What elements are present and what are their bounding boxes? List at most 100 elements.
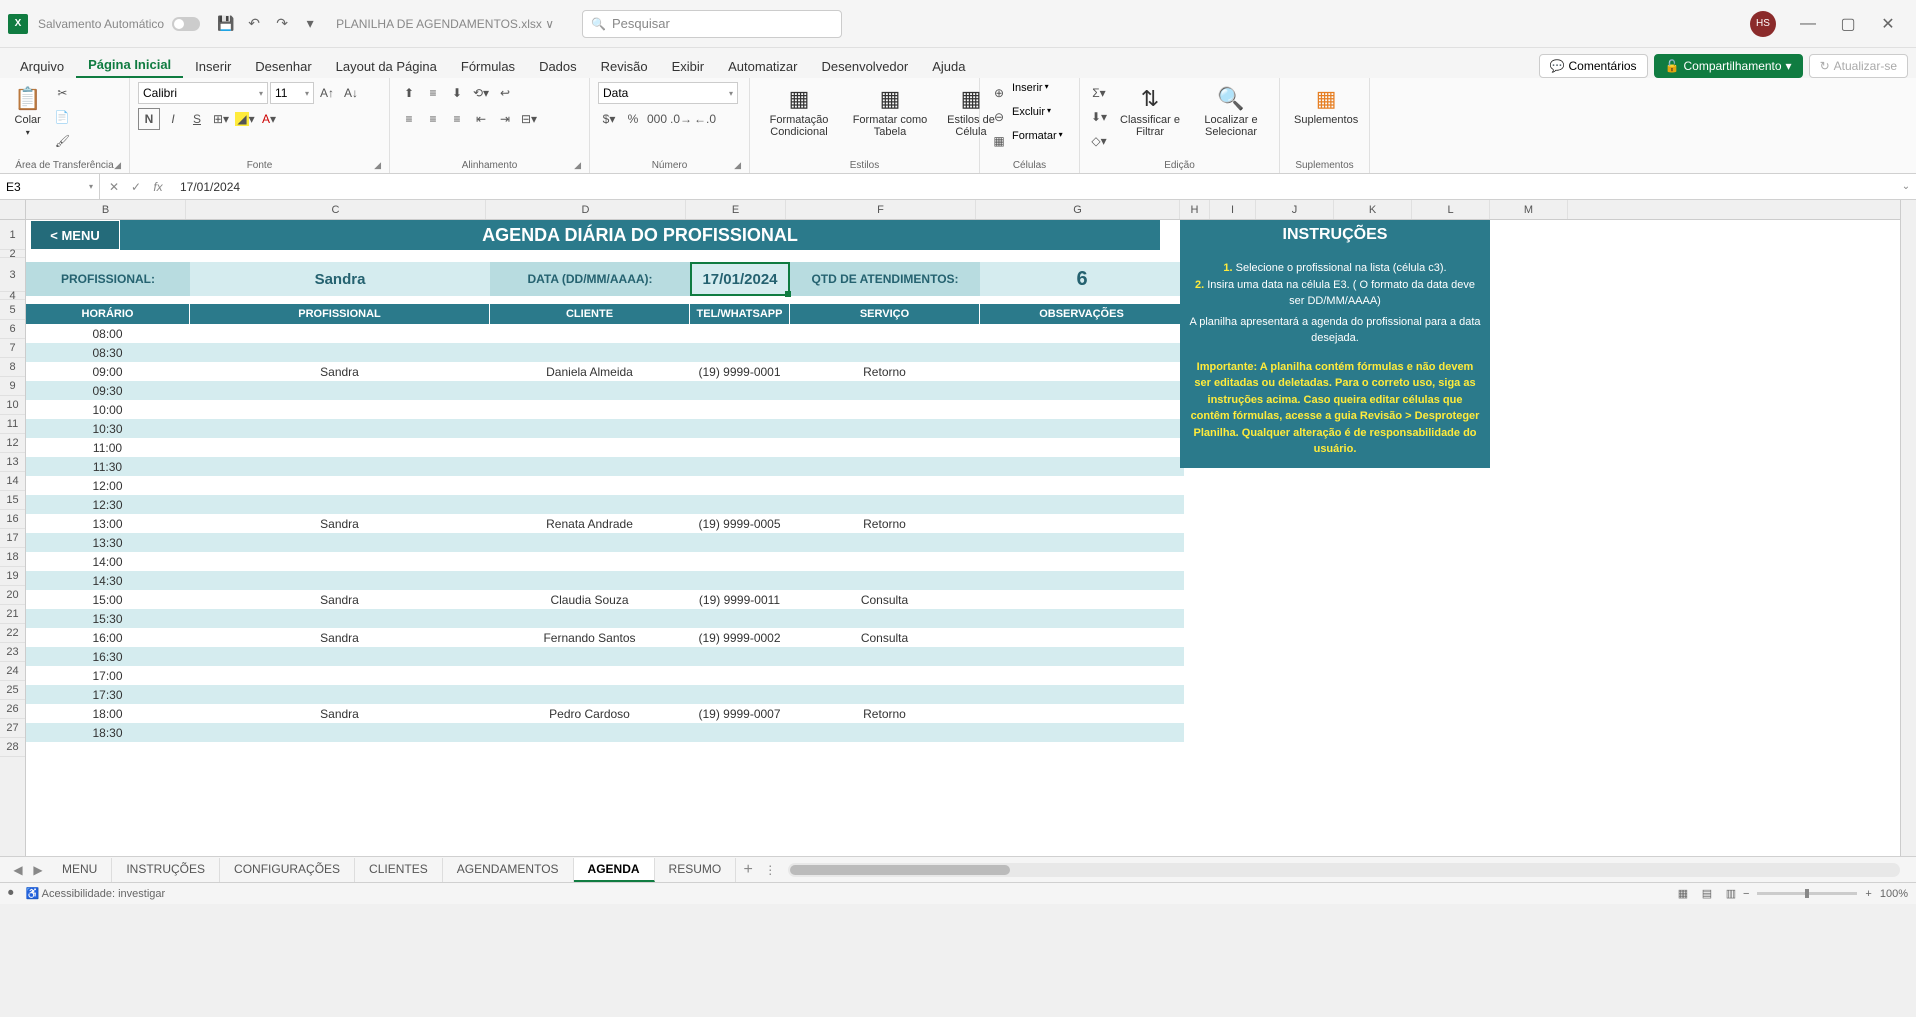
table-cell[interactable] [790,647,980,666]
table-cell[interactable] [190,552,490,571]
table-cell[interactable] [980,438,1184,457]
ribbon-tab-arquivo[interactable]: Arquivo [8,55,76,78]
table-row[interactable]: 10:30 [26,419,1184,438]
bold-icon[interactable]: N [138,108,160,130]
table-row[interactable]: 11:30 [26,457,1184,476]
table-cell[interactable] [980,628,1184,647]
align-left-icon[interactable]: ≡ [398,108,420,130]
ribbon-tab-dados[interactable]: Dados [527,55,589,78]
prof-value[interactable]: Sandra [190,262,490,296]
table-cell[interactable] [690,457,790,476]
table-cell[interactable]: 16:30 [26,647,190,666]
row-header[interactable]: 24 [0,662,25,681]
row-header[interactable]: 25 [0,681,25,700]
table-cell[interactable] [190,666,490,685]
ribbon-tab-automatizar[interactable]: Automatizar [716,55,809,78]
align-bottom-icon[interactable]: ⬇ [446,82,468,104]
column-header[interactable]: I [1210,200,1256,219]
table-cell[interactable]: (19) 9999-0005 [690,514,790,533]
table-cell[interactable] [490,400,690,419]
record-macro-icon[interactable]: ⏺ [8,887,14,900]
table-cell[interactable]: 14:00 [26,552,190,571]
table-cell[interactable]: Fernando Santos [490,628,690,647]
table-cell[interactable]: 10:00 [26,400,190,419]
table-cell[interactable] [190,457,490,476]
table-cell[interactable] [190,723,490,742]
formula-input[interactable]: 17/01/2024 [172,180,1896,194]
table-cell[interactable] [790,609,980,628]
align-right-icon[interactable]: ≡ [446,108,468,130]
table-row[interactable]: 15:30 [26,609,1184,628]
table-cell[interactable] [980,647,1184,666]
table-cell[interactable]: (19) 9999-0002 [690,628,790,647]
table-cell[interactable] [980,457,1184,476]
save-icon[interactable]: 💾 [214,12,238,36]
row-header[interactable]: 3 [0,258,25,292]
table-cell[interactable]: 13:30 [26,533,190,552]
minimize-icon[interactable]: — [1788,8,1828,40]
table-row[interactable]: 12:00 [26,476,1184,495]
decrease-decimal-icon[interactable]: ←.0 [694,108,716,130]
table-cell[interactable] [690,400,790,419]
table-cell[interactable] [490,552,690,571]
table-cell[interactable] [790,324,980,343]
name-box[interactable]: E3▾ [0,174,100,199]
horizontal-scrollbar[interactable] [788,863,1900,877]
vertical-scrollbar[interactable] [1900,200,1916,856]
italic-icon[interactable]: I [162,108,184,130]
row-header[interactable]: 21 [0,605,25,624]
fill-color-icon[interactable]: ◢▾ [234,108,256,130]
row-header[interactable]: 1 [0,220,25,250]
table-cell[interactable] [190,381,490,400]
delete-cells-button[interactable]: ⊖Excluir▾ [988,106,1051,128]
table-cell[interactable] [980,533,1184,552]
table-cell[interactable] [190,571,490,590]
fx-icon[interactable]: fx [148,180,168,194]
table-cell[interactable] [790,723,980,742]
table-cell[interactable] [980,685,1184,704]
row-header[interactable]: 11 [0,415,25,434]
table-cell[interactable]: 16:00 [26,628,190,647]
cancel-formula-icon[interactable]: ✕ [104,180,124,194]
table-row[interactable]: 14:30 [26,571,1184,590]
copy-icon[interactable]: 📄 [51,106,73,128]
row-header[interactable]: 5 [0,300,25,320]
close-icon[interactable]: ✕ [1868,8,1908,40]
percent-icon[interactable]: % [622,108,644,130]
add-sheet-button[interactable]: + [736,861,760,879]
align-center-icon[interactable]: ≡ [422,108,444,130]
row-header[interactable]: 28 [0,738,25,757]
table-cell[interactable] [490,457,690,476]
select-all-corner[interactable] [0,200,25,220]
comma-icon[interactable]: 000 [646,108,668,130]
column-header[interactable]: E [686,200,786,219]
ribbon-tab-inserir[interactable]: Inserir [183,55,243,78]
table-cell[interactable] [980,514,1184,533]
table-cell[interactable] [490,495,690,514]
increase-decimal-icon[interactable]: .0→ [670,108,692,130]
table-cell[interactable] [190,609,490,628]
format-cells-button[interactable]: ▦Formatar▾ [988,130,1063,152]
table-cell[interactable] [790,457,980,476]
table-cell[interactable] [690,533,790,552]
table-cell[interactable]: Retorno [790,514,980,533]
ribbon-tab-desenvolvedor[interactable]: Desenvolvedor [810,55,921,78]
table-cell[interactable] [690,438,790,457]
table-cell[interactable] [490,476,690,495]
table-cell[interactable] [190,647,490,666]
sheet-tabs-menu-icon[interactable]: ⋮ [760,863,780,877]
table-cell[interactable] [690,419,790,438]
column-header[interactable]: D [486,200,686,219]
table-cell[interactable] [980,324,1184,343]
row-header[interactable]: 27 [0,719,25,738]
table-cell[interactable]: 17:00 [26,666,190,685]
table-cell[interactable]: 08:30 [26,343,190,362]
table-cell[interactable]: Sandra [190,514,490,533]
table-cell[interactable] [490,647,690,666]
table-cell[interactable]: 17:30 [26,685,190,704]
table-cell[interactable]: 08:00 [26,324,190,343]
paste-button[interactable]: 📋Colar▾ [8,82,47,141]
qat-customize-icon[interactable]: ▾ [298,12,322,36]
table-cell[interactable]: Sandra [190,704,490,723]
table-cell[interactable] [980,381,1184,400]
